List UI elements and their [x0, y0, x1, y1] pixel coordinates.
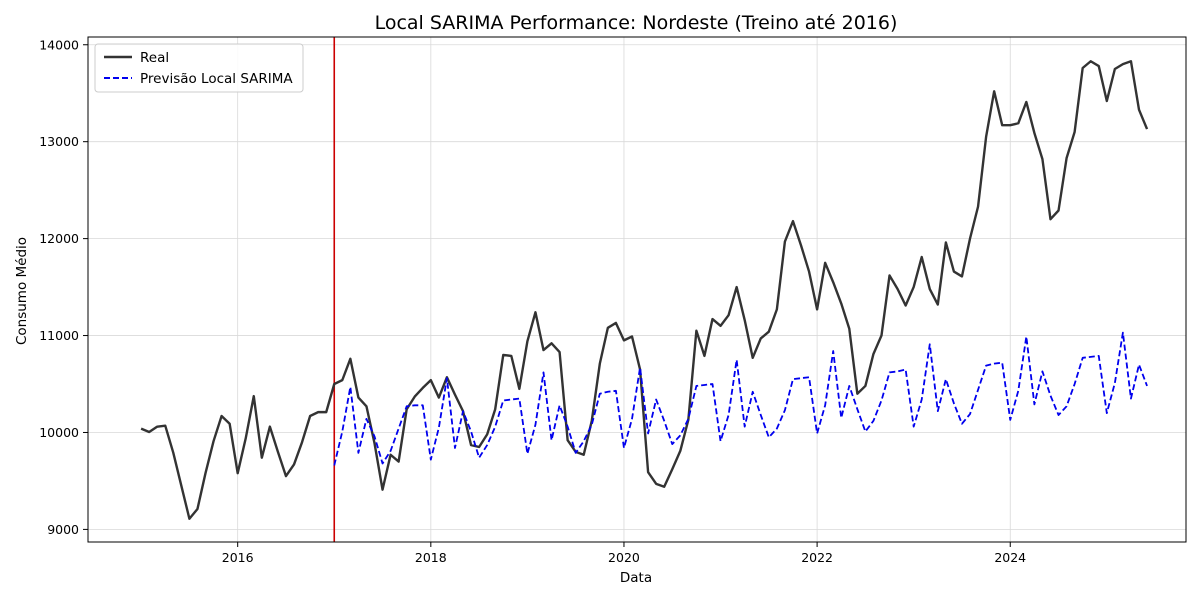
legend: Real Previsão Local SARIMA	[94, 43, 304, 93]
x-tick-label-2020: 2020	[608, 550, 640, 565]
x-tick-label-2018: 2018	[415, 550, 447, 565]
x-tick-label-2022: 2022	[801, 550, 833, 565]
y-tick-label-10000: 10000	[39, 425, 79, 440]
series-line-forecast	[333, 331, 1148, 466]
x-tick-label-2016: 2016	[222, 550, 254, 565]
chart-title: Local SARIMA Performance: Nordeste (Trei…	[375, 12, 898, 34]
y-tick-label-9000: 9000	[47, 522, 79, 537]
series-line-real	[140, 60, 1149, 520]
x-tick-label-2024: 2024	[994, 550, 1026, 565]
y-tick-label-14000: 14000	[39, 37, 79, 52]
legend-label-real: Real	[140, 50, 169, 66]
legend-label-forecast: Previsão Local SARIMA	[140, 71, 293, 87]
y-axis-label: Consumo Médio	[14, 237, 30, 345]
series-layer	[140, 60, 1149, 520]
y-tick-label-11000: 11000	[39, 328, 79, 343]
y-tick-label-13000: 13000	[39, 134, 79, 149]
legend-box	[94, 43, 304, 93]
y-axis-ticks: 9000 10000 11000 12000 13000 14000	[39, 37, 88, 537]
plot-frame	[87, 36, 1187, 543]
x-axis-ticks: 2016 2018 2020 2022 2024	[222, 542, 1026, 565]
x-axis-label: Data	[620, 570, 652, 586]
y-tick-label-12000: 12000	[39, 231, 79, 246]
grid-lines	[88, 37, 1186, 542]
